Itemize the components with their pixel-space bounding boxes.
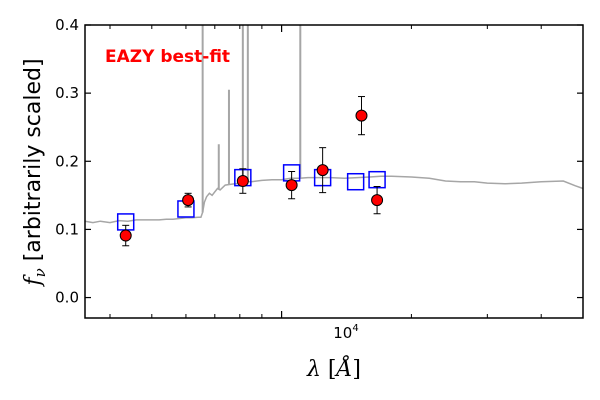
model-square bbox=[346, 172, 365, 191]
x-axis-label: λ [Å] bbox=[306, 354, 361, 382]
y-tick-label: 0.0 bbox=[55, 289, 79, 307]
template-spectrum bbox=[84, 175, 584, 224]
data-point bbox=[236, 175, 249, 188]
x-tick-label-1e4: 104 bbox=[333, 323, 358, 342]
data-point bbox=[355, 109, 368, 122]
observed-photometry bbox=[119, 96, 384, 247]
data-point bbox=[285, 179, 298, 192]
data-point bbox=[182, 194, 195, 207]
y-tick-label: 0.3 bbox=[55, 84, 79, 102]
plot-frame bbox=[84, 24, 584, 319]
model-square bbox=[368, 170, 386, 189]
data-point bbox=[316, 164, 329, 177]
y-axis-label: fν [arbitrarily scaled] bbox=[21, 58, 49, 287]
template-line bbox=[84, 175, 584, 224]
axis-ticks bbox=[85, 24, 583, 318]
y-tick-label: 0.2 bbox=[55, 152, 79, 170]
y-tick-label: 0.4 bbox=[55, 16, 79, 34]
data-point bbox=[371, 194, 384, 207]
annotation-eazy-best-fit: EAZY best-fit bbox=[105, 47, 230, 67]
emission-lines bbox=[201, 25, 302, 213]
y-tick-label: 0.1 bbox=[55, 220, 79, 238]
data-point bbox=[119, 229, 132, 242]
y-tick-labels: 0.0 0.1 0.2 0.3 0.4 bbox=[55, 16, 79, 307]
